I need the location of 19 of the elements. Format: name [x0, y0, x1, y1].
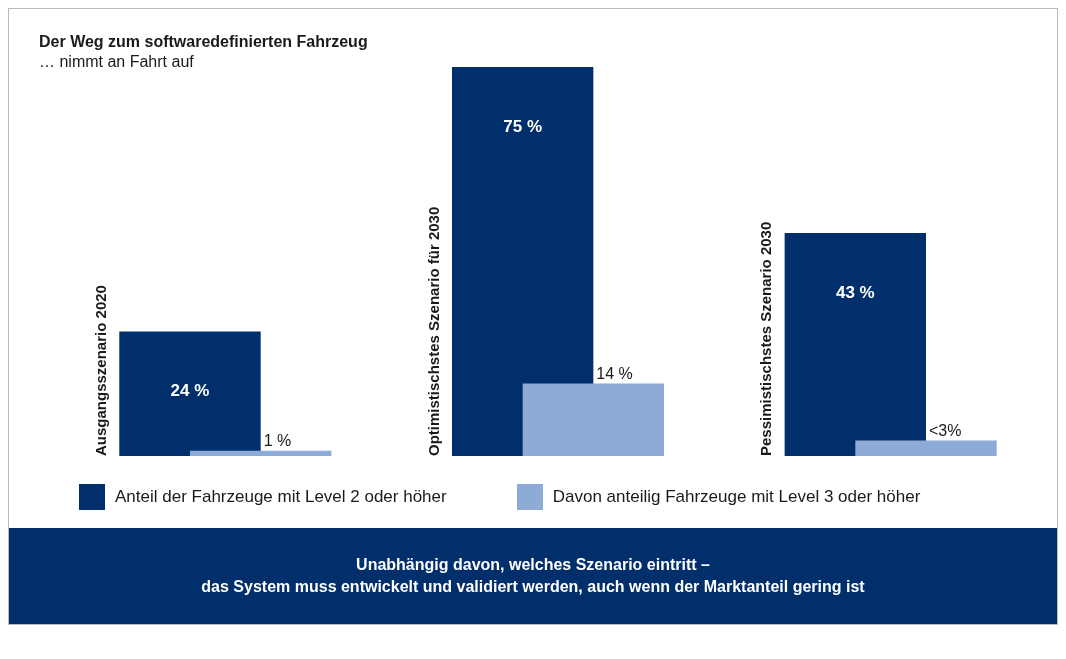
- text: Unabhängig davon, welches Szenario eintritt – das System muss entwickelt und validiert werden, auch wenn der Marktanteil gering ist: [9, 528, 1057, 624]
- x-tick-label: Optimistischstes Szenario für 2030: [424, 206, 442, 456]
- data-label: 24 %: [170, 381, 210, 401]
- x-tick-label: Ausgangsszenario 2020: [91, 285, 109, 456]
- data-label: <3%: [929, 421, 962, 439]
- bar: [119, 331, 261, 456]
- legend-label: Anteil der Fahrzeuge mit Level 2 oder höher: [115, 487, 447, 507]
- data-label: 75 %: [503, 116, 543, 136]
- x-tick-label: Pessimistischstes Szenario 2030: [757, 221, 775, 456]
- data-label: 1 %: [263, 432, 292, 450]
- chart-subtitle: … nimmt an Fahrt auf: [39, 53, 195, 71]
- bar: [189, 450, 332, 456]
- legend-label: Davon anteilig Fahrzeuge mit Level 3 oder höher: [552, 487, 921, 507]
- data-label: 14 %: [596, 364, 633, 382]
- bar: [784, 232, 927, 456]
- chart-title: Der Weg zum softwaredefinierten Fahrzeug: [39, 33, 369, 51]
- bar: [855, 440, 997, 456]
- bar: [522, 383, 665, 456]
- data-label: 43 %: [835, 282, 875, 302]
